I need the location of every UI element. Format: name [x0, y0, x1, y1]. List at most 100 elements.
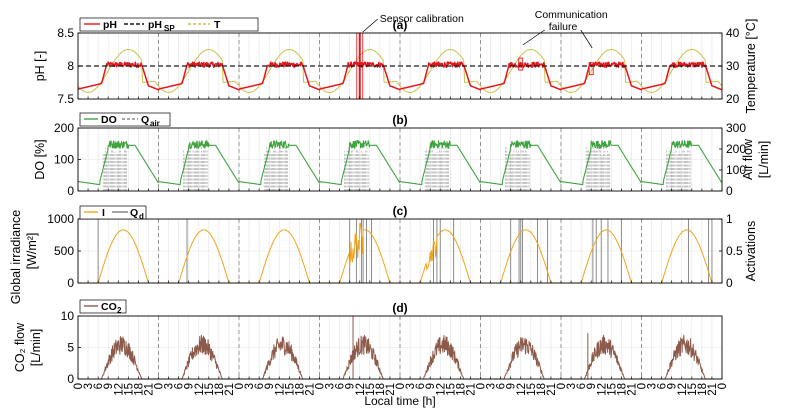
panel-label: (c) [393, 204, 408, 218]
x-tick-label: 15 [606, 383, 618, 396]
x-tick-label: 3 [405, 383, 417, 389]
x-tick-label: 18 [294, 383, 306, 396]
x-tick-label: 12 [113, 383, 125, 396]
y-right-tick-label: 30 [726, 59, 740, 73]
text-layer: 7.588.5203040(a)01002000100200300(b)0500… [9, 9, 771, 408]
y-right-tick-label: 20 [726, 92, 740, 106]
legend-label: Q [141, 114, 149, 126]
temperature-series [77, 49, 723, 93]
ylabel-airflow-1: Air flow [741, 138, 755, 180]
x-tick-label: 6 [415, 383, 427, 389]
ylabel-temperature: Temperature [°C] [744, 19, 758, 114]
x-tick-label: 0 [717, 383, 729, 389]
legend-label: T [214, 19, 221, 31]
x-tick-label: 15 [526, 383, 538, 396]
y-tick-label: 5 [67, 341, 74, 355]
legend-label: pH [103, 19, 117, 31]
legend-label: Q [130, 207, 138, 219]
y-tick-label: 7.5 [57, 92, 74, 106]
annotation-arrow [580, 29, 593, 49]
y-right-tick-label: 0.5 [726, 244, 743, 258]
y-tick-label: 8 [67, 59, 74, 73]
x-tick-label: 3 [486, 383, 498, 389]
y-tick-label: 0 [67, 276, 74, 290]
x-tick-label: 18 [697, 383, 709, 396]
data-layer [77, 32, 723, 380]
x-tick-label: 12 [435, 383, 447, 396]
x-tick-label: 15 [687, 383, 699, 396]
x-tick-label: 6 [174, 383, 186, 389]
x-tick-label: 15 [365, 383, 377, 396]
x-tick-label: 9 [506, 383, 518, 389]
y-tick-label: 100 [54, 153, 74, 167]
x-tick-label: 9 [103, 383, 115, 389]
x-tick-label: 18 [536, 383, 548, 396]
legend-d [79, 299, 127, 314]
y-tick-label: 500 [54, 244, 74, 258]
legend-subscript: 2 [117, 306, 122, 315]
x-tick-label: 21 [385, 383, 397, 396]
ylabel-irradiance-2: [W/m²] [25, 233, 39, 270]
y-right-tick-label: 0 [726, 276, 733, 290]
x-tick-label: 0 [637, 383, 649, 389]
y-tick-label: 1000 [47, 212, 74, 226]
y-tick-label: 10 [61, 309, 75, 323]
x-tick-label: 0 [476, 383, 488, 389]
panel-label: (d) [392, 301, 407, 315]
x-tick-label: 21 [224, 383, 236, 396]
legend-a [79, 17, 259, 32]
y-right-tick-label: 200 [726, 142, 746, 156]
x-tick-label: 3 [325, 383, 337, 389]
x-tick-label: 9 [586, 383, 598, 389]
ylabel-airflow-2: [L/min] [757, 141, 771, 179]
x-tick-label: 3 [83, 383, 95, 389]
x-tick-label: 3 [647, 383, 659, 389]
ylabel-activations: Activations [744, 221, 758, 281]
ylabel-ph: pH [-] [33, 51, 47, 82]
x-tick-label: 12 [677, 383, 689, 396]
x-tick-label: 3 [566, 383, 578, 389]
legend-subscript: SP [164, 24, 175, 33]
x-tick-label: 6 [576, 383, 588, 389]
x-tick-label: 12 [274, 383, 286, 396]
x-tick-label: 6 [93, 383, 105, 389]
x-tick-label: 21 [465, 383, 477, 396]
x-tick-label: 3 [164, 383, 176, 389]
x-tick-label: 21 [626, 383, 638, 396]
ylabel-co2-2: [L/min] [29, 329, 43, 367]
x-axis-label: Local time [h] [364, 394, 435, 408]
y-right-tick-label: 40 [726, 26, 740, 40]
x-tick-label: 12 [516, 383, 528, 396]
y-tick-label: 0 [67, 184, 74, 198]
x-tick-label: 0 [154, 383, 166, 389]
x-tick-label: 18 [375, 383, 387, 396]
y-right-tick-label: 1 [726, 212, 733, 226]
x-tick-label: 9 [667, 383, 679, 389]
do-series [77, 139, 723, 186]
x-tick-label: 18 [214, 383, 226, 396]
legend-subscript: air [150, 119, 160, 128]
ylabel-do: DO [%] [33, 139, 47, 179]
failure-box [588, 62, 594, 76]
panel-label: (a) [393, 18, 408, 32]
x-tick-label: 15 [123, 383, 135, 396]
y-tick-label: 200 [54, 121, 74, 135]
x-tick-label: 12 [194, 383, 206, 396]
panel-label: (b) [392, 113, 407, 127]
x-tick-label: 0 [315, 383, 327, 389]
x-tick-label: 0 [556, 383, 568, 389]
x-tick-label: 15 [204, 383, 216, 396]
annotation-arrow [522, 29, 545, 46]
x-tick-label: 0 [395, 383, 407, 389]
y-right-tick-label: 300 [726, 121, 746, 135]
annotation-sensor-calibration: Sensor calibration [380, 13, 464, 25]
x-tick-label: 6 [496, 383, 508, 389]
x-tick-label: 9 [264, 383, 276, 389]
x-tick-label: 12 [596, 383, 608, 396]
annotation-failure: failure [549, 21, 578, 33]
axes-layer [77, 32, 723, 380]
x-tick-label: 21 [546, 383, 558, 396]
x-tick-label: 21 [304, 383, 316, 396]
x-tick-label: 12 [355, 383, 367, 396]
